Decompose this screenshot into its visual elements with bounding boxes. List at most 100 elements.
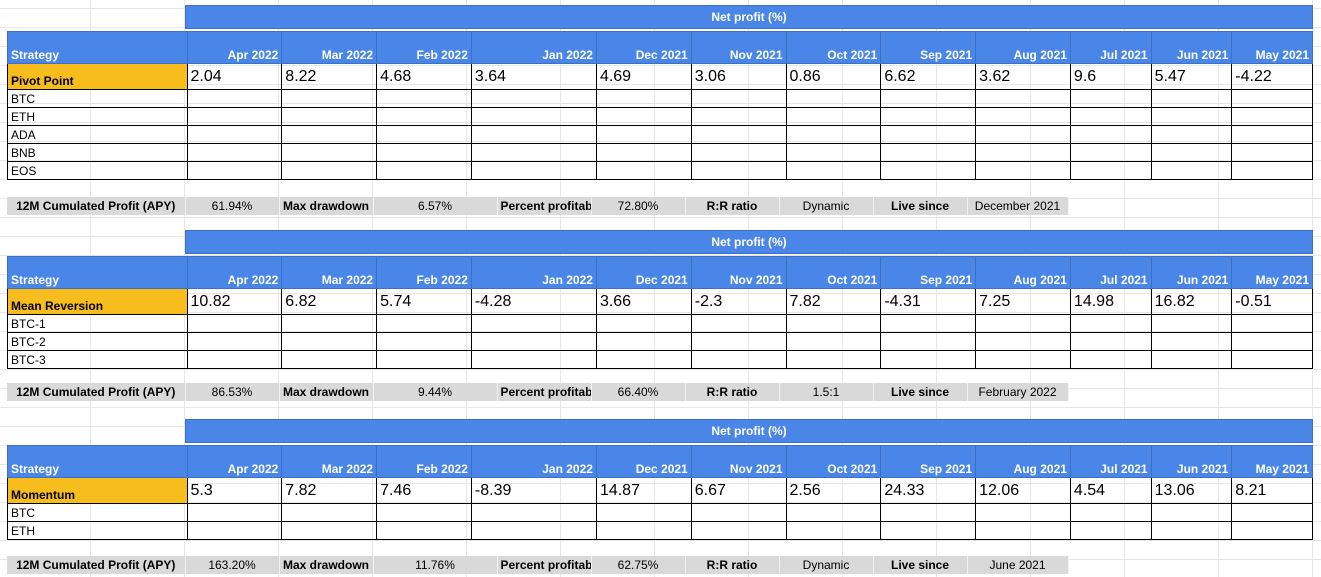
empty-cell[interactable] xyxy=(1231,125,1313,144)
empty-cell[interactable] xyxy=(1231,332,1313,351)
empty-cell[interactable] xyxy=(595,89,692,108)
empty-cell[interactable] xyxy=(690,521,787,540)
cumulated-profit-label[interactable]: 12M Cumulated Profit (APY) xyxy=(7,556,186,574)
empty-cell[interactable] xyxy=(1069,332,1152,351)
empty-cell[interactable] xyxy=(1231,314,1313,333)
empty-cell[interactable] xyxy=(690,503,787,522)
max-drawdown-value[interactable]: 6.57% xyxy=(373,197,498,215)
empty-cell[interactable] xyxy=(470,332,597,351)
month-header-cell[interactable]: Oct 2021 xyxy=(785,256,882,289)
empty-cell[interactable] xyxy=(281,350,378,369)
month-header-cell[interactable]: Sep 2021 xyxy=(880,31,977,64)
empty-cell[interactable] xyxy=(470,125,597,144)
empty-cell[interactable] xyxy=(376,143,472,162)
percent-profitable-label[interactable]: Percent profitable xyxy=(497,383,592,401)
empty-cell[interactable] xyxy=(595,143,692,162)
empty-cell[interactable] xyxy=(376,350,472,369)
empty-cell[interactable] xyxy=(281,143,378,162)
live-since-label[interactable]: Live since xyxy=(873,197,968,215)
rr-ratio-value[interactable]: Dynamic xyxy=(779,556,874,574)
percent-profitable-value[interactable]: 72.80% xyxy=(591,197,686,215)
live-since-label[interactable]: Live since xyxy=(873,383,968,401)
empty-cell[interactable] xyxy=(785,89,882,108)
empty-cell[interactable] xyxy=(186,161,283,180)
empty-cell[interactable] xyxy=(690,332,787,351)
month-header-cell[interactable]: Sep 2021 xyxy=(880,256,977,289)
live-since-value[interactable]: February 2022 xyxy=(967,383,1069,401)
month-header-cell[interactable]: Jul 2021 xyxy=(1069,445,1152,478)
profit-value-cell[interactable]: -8.39 xyxy=(470,477,597,504)
max-drawdown-value[interactable]: 11.76% xyxy=(373,556,498,574)
profit-value-cell[interactable]: 5.3 xyxy=(186,477,283,504)
profit-value-cell[interactable]: 5.74 xyxy=(376,288,472,315)
empty-cell[interactable] xyxy=(595,350,692,369)
month-header-cell[interactable]: Jan 2022 xyxy=(470,31,597,64)
empty-cell[interactable] xyxy=(1150,521,1233,540)
profit-value-cell[interactable]: 13.06 xyxy=(1150,477,1233,504)
profit-value-cell[interactable]: 24.33 xyxy=(880,477,977,504)
month-header-cell[interactable]: Apr 2022 xyxy=(186,31,283,64)
empty-cell[interactable] xyxy=(1150,89,1233,108)
empty-cell[interactable] xyxy=(1150,350,1233,369)
empty-cell[interactable] xyxy=(975,503,1071,522)
empty-cell[interactable] xyxy=(1150,143,1233,162)
empty-cell[interactable] xyxy=(880,161,977,180)
empty-cell[interactable] xyxy=(1231,503,1313,522)
month-header-cell[interactable]: Aug 2021 xyxy=(975,445,1071,478)
empty-cell[interactable] xyxy=(281,314,378,333)
month-header-cell[interactable]: Oct 2021 xyxy=(785,445,882,478)
empty-cell[interactable] xyxy=(690,89,787,108)
month-header-cell[interactable]: Jun 2021 xyxy=(1150,256,1233,289)
empty-cell[interactable] xyxy=(975,107,1071,126)
empty-cell[interactable] xyxy=(880,125,977,144)
profit-value-cell[interactable]: -4.28 xyxy=(470,288,597,315)
profit-value-cell[interactable]: 7.82 xyxy=(785,288,882,315)
empty-cell[interactable] xyxy=(975,161,1071,180)
profit-value-cell[interactable]: -4.22 xyxy=(1231,63,1313,90)
empty-cell[interactable] xyxy=(880,143,977,162)
strategy-header-cell[interactable]: Strategy xyxy=(7,445,188,478)
empty-cell[interactable] xyxy=(1150,107,1233,126)
cumulated-profit-value[interactable]: 61.94% xyxy=(185,197,280,215)
month-header-cell[interactable]: Jun 2021 xyxy=(1150,31,1233,64)
empty-cell[interactable] xyxy=(975,350,1071,369)
month-header-cell[interactable]: Mar 2022 xyxy=(281,256,378,289)
month-header-cell[interactable]: Jul 2021 xyxy=(1069,256,1152,289)
empty-cell[interactable] xyxy=(785,350,882,369)
empty-cell[interactable] xyxy=(1150,314,1233,333)
empty-cell[interactable] xyxy=(376,503,472,522)
empty-cell[interactable] xyxy=(1069,125,1152,144)
empty-cell[interactable] xyxy=(690,314,787,333)
percent-profitable-label[interactable]: Percent profitable xyxy=(497,197,592,215)
net-profit-header[interactable]: Net profit (%) xyxy=(185,419,1313,443)
profit-value-cell[interactable]: 3.06 xyxy=(690,63,787,90)
profit-value-cell[interactable]: 0.86 xyxy=(785,63,882,90)
month-header-cell[interactable]: Sep 2021 xyxy=(880,445,977,478)
month-header-cell[interactable]: Feb 2022 xyxy=(376,445,472,478)
month-header-cell[interactable]: Feb 2022 xyxy=(376,256,472,289)
month-header-cell[interactable]: Jul 2021 xyxy=(1069,31,1152,64)
month-header-cell[interactable]: Apr 2022 xyxy=(186,256,283,289)
month-header-cell[interactable]: Aug 2021 xyxy=(975,256,1071,289)
empty-cell[interactable] xyxy=(1231,89,1313,108)
empty-cell[interactable] xyxy=(690,161,787,180)
month-header-cell[interactable]: Feb 2022 xyxy=(376,31,472,64)
profit-value-cell[interactable]: 4.68 xyxy=(376,63,472,90)
empty-cell[interactable] xyxy=(880,314,977,333)
empty-cell[interactable] xyxy=(595,314,692,333)
max-drawdown-label[interactable]: Max drawdown xyxy=(279,383,374,401)
net-profit-header[interactable]: Net profit (%) xyxy=(185,5,1313,29)
empty-cell[interactable] xyxy=(470,350,597,369)
rr-ratio-label[interactable]: R:R ratio xyxy=(685,556,780,574)
month-header-cell[interactable]: Jun 2021 xyxy=(1150,445,1233,478)
empty-cell[interactable] xyxy=(470,161,597,180)
month-header-cell[interactable]: Mar 2022 xyxy=(281,31,378,64)
profit-value-cell[interactable]: 3.64 xyxy=(470,63,597,90)
month-header-cell[interactable]: Nov 2021 xyxy=(690,445,787,478)
empty-cell[interactable] xyxy=(376,314,472,333)
empty-cell[interactable] xyxy=(595,107,692,126)
empty-cell[interactable] xyxy=(785,161,882,180)
month-header-cell[interactable]: Jan 2022 xyxy=(470,256,597,289)
profit-value-cell[interactable]: 4.54 xyxy=(1069,477,1152,504)
empty-cell[interactable] xyxy=(1069,350,1152,369)
